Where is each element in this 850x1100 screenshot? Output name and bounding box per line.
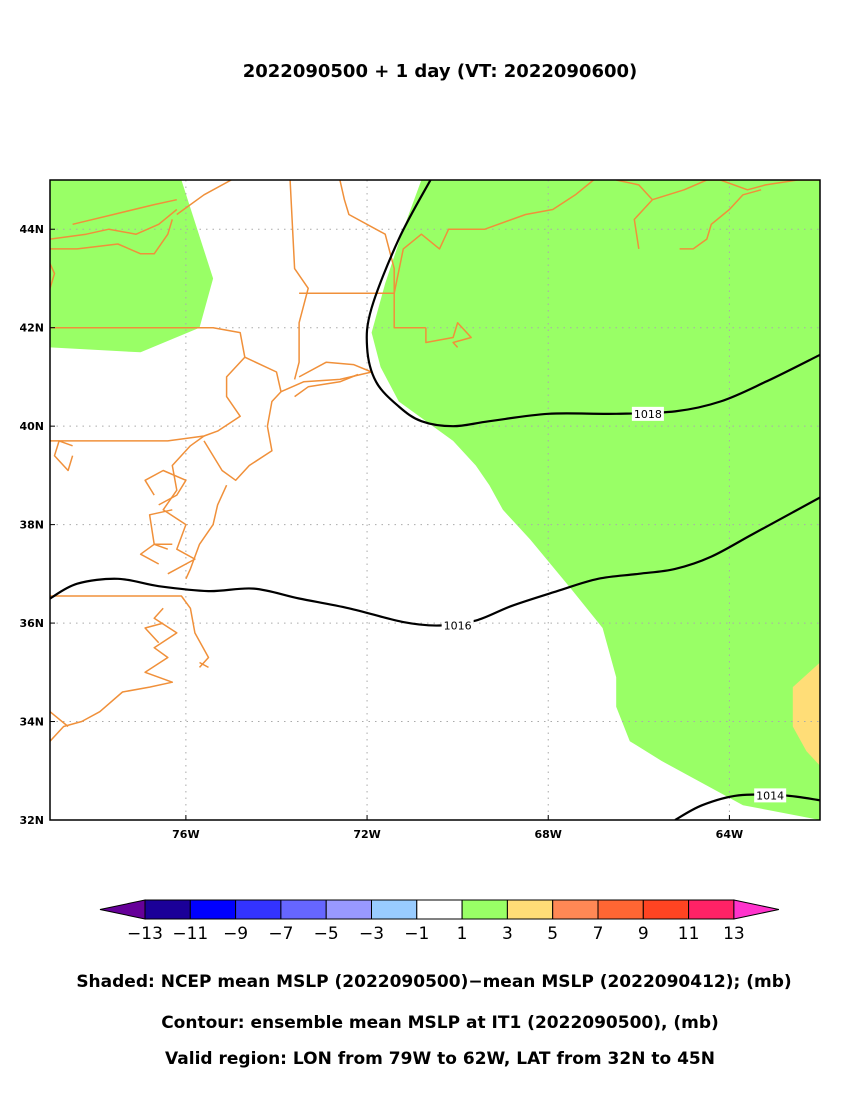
shaded-region-2: [371, 180, 820, 820]
colorbar-swatch: [688, 899, 735, 920]
contour-label-1018: 1018: [634, 408, 662, 421]
map-frame: [49, 179, 821, 821]
colorbar-swatch: [506, 899, 554, 920]
shaded-region-3: [792, 662, 820, 766]
x-tick-label: 72W: [353, 828, 380, 841]
colorbar-swatch: [325, 899, 373, 920]
colorbar-level-label: 3: [502, 924, 513, 944]
coastline: [162, 435, 205, 575]
colorbar-level-label: 9: [638, 924, 649, 944]
coastline: [50, 326, 246, 442]
coastline: [185, 484, 228, 580]
coastline: [289, 180, 309, 380]
colorbar-level-label: 5: [547, 924, 558, 944]
colorbar-swatch: [144, 899, 191, 920]
coastline: [633, 199, 653, 250]
y-tick-label: 32N: [19, 814, 44, 827]
y-tick-label: 34N: [19, 716, 44, 729]
colorbar-level-label: −7: [268, 924, 293, 944]
x-tick-label: 76W: [172, 828, 199, 841]
graticule: [50, 180, 820, 820]
colorbar-under-arrow: [99, 899, 146, 920]
coastline: [339, 180, 395, 294]
coastline: [144, 469, 187, 506]
colorbar-over-arrow: [733, 899, 780, 920]
colorbar-level-label: −5: [314, 924, 339, 944]
colorbar-level-label: 13: [723, 924, 745, 944]
contour-1018: [365, 180, 820, 428]
coastline: [679, 189, 762, 250]
coastline: [393, 180, 594, 294]
colorbar-level-label: −3: [359, 924, 384, 944]
y-tick-label: 44N: [19, 223, 44, 236]
coastline: [616, 180, 820, 201]
colorbar-level-label: −13: [127, 924, 163, 944]
contour-label-1016: 1016: [444, 620, 472, 633]
y-tick-label: 38N: [19, 519, 44, 532]
coastline: [50, 711, 69, 728]
colorbar-swatch: [552, 899, 599, 920]
coastline: [50, 208, 178, 240]
coastline: [203, 356, 282, 482]
contour-label-bg: [631, 406, 664, 421]
map-area: 1018 1016 1014 76W 72W 68W 64W 32N 34N 36N 38N 40…: [19, 179, 821, 841]
contour-label-1014: 1014: [756, 789, 784, 802]
figure-title: 2022090500 + 1 day (VT: 2022090600): [243, 61, 638, 82]
coastline: [299, 292, 426, 329]
coastline: [139, 543, 173, 565]
coastline: [148, 509, 173, 550]
y-tick-label: 36N: [19, 617, 44, 630]
shaded-region-1: [50, 180, 214, 353]
colorbar-swatch: [642, 899, 690, 920]
y-tick-label: 40N: [19, 420, 44, 433]
coastline: [50, 219, 174, 255]
colorbar-swatch: [416, 899, 463, 920]
coastline: [50, 263, 56, 289]
colorbar-swatch: [235, 899, 282, 920]
coastline: [50, 607, 178, 742]
contour-1014: [674, 793, 820, 820]
coastline: [144, 622, 164, 644]
colorbar-level-label: 11: [678, 924, 700, 944]
y-tick-label: 42N: [19, 322, 44, 335]
x-tick-label: 68W: [535, 828, 562, 841]
coastline: [72, 198, 177, 226]
coastline: [176, 180, 232, 216]
coastline: [294, 373, 359, 398]
x-axis-ticks: 76W 72W 68W 64W: [172, 815, 743, 841]
colorbar-swatch: [371, 899, 418, 920]
colorbar-swatch: [461, 899, 508, 920]
colorbar: −13 −11 −9 −7 −5 −3 −1 1 3 5 7 9 11 13: [99, 899, 780, 944]
coastline: [50, 595, 210, 668]
colorbar-level-label: 7: [593, 924, 604, 944]
caption-region: Valid region: LON from 79W to 62W, LAT f…: [165, 1049, 715, 1069]
colorbar-swatch: [280, 899, 327, 920]
coastline: [199, 661, 209, 669]
x-tick-label: 64W: [716, 828, 743, 841]
caption-contour: Contour: ensemble mean MSLP at IT1 (2022…: [161, 1013, 719, 1033]
caption-shaded: Shaded: NCEP mean MSLP (2022090500)−mean…: [76, 972, 791, 992]
colorbar-swatch: [597, 899, 644, 920]
contour-layer: 1018 1016 1014: [50, 180, 820, 820]
y-axis-ticks: 32N 34N 36N 38N 40N 42N 44N: [19, 223, 55, 827]
shaded-anomaly-layer: [50, 180, 820, 820]
colorbar-level-label: 1: [457, 924, 468, 944]
contour-label-bg: [441, 618, 474, 633]
colorbar-swatch: [189, 899, 237, 920]
colorbar-level-label: −11: [172, 924, 208, 944]
coastline: [53, 440, 74, 472]
colorbar-level-label: −1: [404, 924, 429, 944]
coastline: [425, 322, 472, 348]
colorbar-level-label: −9: [223, 924, 248, 944]
contour-label-bg: [754, 788, 787, 803]
